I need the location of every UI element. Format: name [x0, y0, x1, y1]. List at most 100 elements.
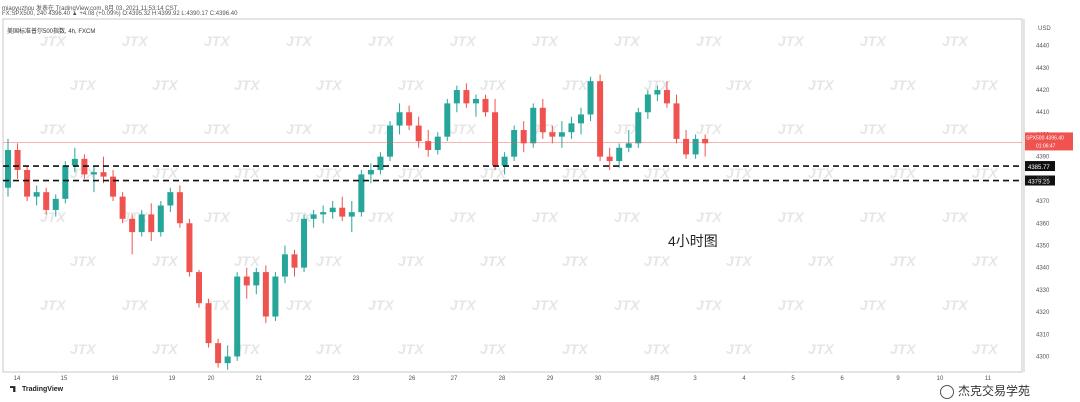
wechat-watermark: 杰克交易学苑	[940, 382, 1030, 399]
candle-body	[71, 158, 78, 166]
watermark-text: JTX	[480, 77, 507, 93]
candle-down	[606, 147, 613, 170]
watermark-text: JTX	[562, 77, 589, 93]
candle-body	[568, 123, 575, 133]
y-tick-label: 4300	[1036, 354, 1050, 360]
y-tick-label: 4320	[1036, 310, 1050, 316]
watermark-text: JTX	[532, 33, 559, 49]
level-tag	[1025, 161, 1055, 172]
x-tick-label: 9	[896, 376, 900, 382]
watermark-text: JTX	[152, 165, 179, 181]
candle-up	[587, 76, 594, 122]
watermark-text: JTX	[644, 341, 671, 357]
watermark-text: JTX	[204, 121, 231, 137]
candle-up	[578, 107, 584, 135]
x-tick-label: 15	[61, 376, 68, 382]
watermark-text: JTX	[40, 209, 67, 225]
levels-layer: 4385.77 4379.25	[3, 142, 1055, 186]
candle-body	[320, 212, 327, 215]
candle-down	[597, 74, 604, 162]
watermark-text: JTX	[726, 341, 753, 357]
watermark-text: JTX	[122, 33, 149, 49]
candle-down	[406, 105, 413, 131]
watermark-text: JTX	[942, 33, 969, 49]
candle-down	[291, 249, 298, 277]
plot-border	[2, 18, 1023, 373]
candle-body	[281, 254, 288, 277]
candle-down	[176, 185, 183, 228]
candle-down	[673, 94, 680, 144]
watermark-text: JTX	[696, 209, 723, 225]
candle-up	[157, 201, 164, 237]
candle-body	[167, 192, 174, 206]
level-tag	[1025, 175, 1055, 186]
watermark-text: JTX	[860, 209, 887, 225]
candle-body	[587, 81, 594, 115]
plot-title: 美国标准普尔500指数, 4h, FXCM	[7, 29, 96, 35]
candle-down	[339, 196, 346, 222]
candle-body	[14, 149, 21, 170]
watermark-text: JTX	[286, 33, 313, 49]
candle-body	[224, 356, 231, 364]
watermark-text: JTX	[778, 209, 805, 225]
candle-up	[635, 107, 642, 148]
watermark-text: JTX	[972, 77, 999, 93]
watermark-text: JTX	[450, 209, 477, 225]
y-tick-label: 4350	[1036, 243, 1050, 249]
watermark-text: JTX	[644, 165, 671, 181]
candle-up	[5, 138, 11, 197]
candle-body	[110, 176, 117, 197]
watermark-text: JTX	[480, 253, 507, 269]
watermark-text: JTX	[726, 77, 753, 93]
candle-up	[501, 152, 508, 175]
watermark-text: JTX	[808, 253, 835, 269]
candles-layer	[5, 74, 709, 370]
level-label: 4379.25	[1028, 180, 1050, 186]
candle-down	[425, 130, 432, 157]
price-axis: USD4440443044204410440043904380437043604…	[1025, 26, 1073, 360]
candle-body	[358, 174, 365, 213]
candle-up	[52, 194, 59, 217]
candle-up	[301, 214, 308, 273]
candle-body	[196, 272, 202, 304]
candle-up	[377, 152, 384, 175]
watermark-text: JTX	[204, 33, 231, 49]
watermark-text: JTX	[860, 121, 887, 137]
tradingview-logo[interactable]: TradingView	[10, 386, 63, 393]
watermark-text: JTX	[368, 209, 395, 225]
x-tick-label: 4	[742, 376, 746, 382]
candle-body	[301, 218, 308, 268]
watermark-text: JTX	[614, 297, 641, 313]
candle-up	[387, 121, 393, 162]
time-axis: 14 15 16 19 20 21 22 23 26 27 28 29 30 8月 3 4 5 6 9 10 11	[14, 375, 992, 382]
candle-down	[663, 81, 670, 108]
watermark-text: JTX	[562, 341, 589, 357]
candle-body	[663, 90, 670, 104]
candle-body	[501, 156, 508, 166]
candle-body	[253, 272, 260, 286]
grid-layer	[2, 18, 1025, 373]
candle-body	[578, 114, 584, 124]
candle-body	[616, 147, 623, 162]
candle-down	[43, 187, 50, 215]
watermark-text: JTX	[368, 33, 395, 49]
watermark-text: JTX	[562, 253, 589, 269]
watermark-text: JTX	[152, 341, 179, 357]
candle-up	[367, 163, 374, 184]
watermark-text: JTX	[808, 77, 835, 93]
candle-up	[568, 116, 575, 139]
watermark-text: JTX	[234, 165, 261, 181]
candle-body	[425, 141, 432, 150]
watermark-text: JTX	[480, 341, 507, 357]
candle-down	[100, 156, 107, 184]
candle-down	[205, 298, 212, 348]
candle-down	[110, 169, 117, 202]
watermark-text: JTX	[316, 253, 343, 269]
candle-up	[71, 147, 78, 173]
watermark-text: JTX	[122, 297, 149, 313]
candle-up	[90, 165, 97, 193]
watermark-text: JTX	[778, 121, 805, 137]
candle-body	[520, 130, 527, 144]
